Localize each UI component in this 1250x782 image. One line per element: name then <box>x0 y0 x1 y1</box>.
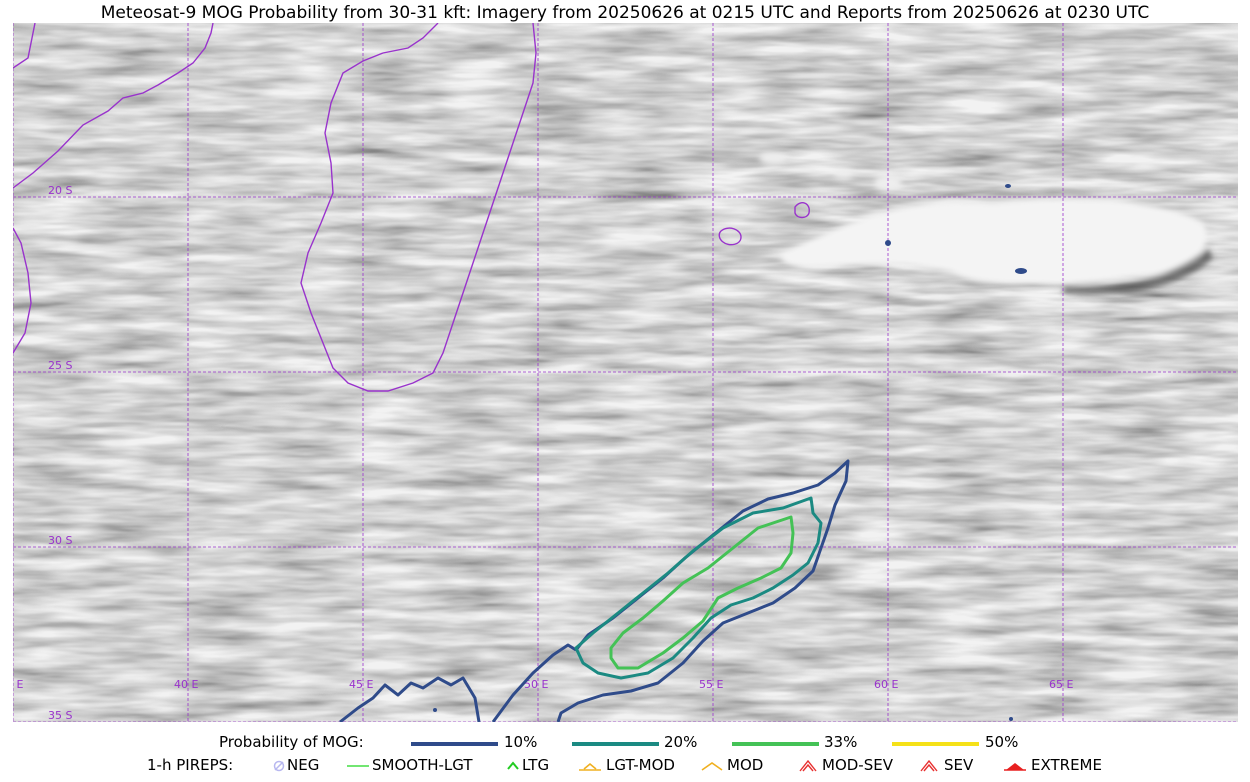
pirep-label-sev: SEV <box>944 756 974 774</box>
legend-label-33: 33% <box>824 733 858 751</box>
lon-label: 45 E <box>349 678 373 691</box>
lat-label: 20 S <box>48 184 72 197</box>
pirep-label-mod: MOD <box>727 756 764 774</box>
pirep-label-ltg: LTG <box>522 756 550 774</box>
pirep-label-neg: NEG <box>287 756 320 774</box>
lat-lon-grid: 35 E 40 E 45 E 50 E 55 E 60 E 65 E 20 S 25 S 30 S… <box>13 23 1238 722</box>
pirep-label-smooth-lgt: SMOOTH-LGT <box>372 756 473 774</box>
pirep-label-extreme: EXTREME <box>1031 756 1102 774</box>
pirep-label-lgt-mod: LGT-MOD <box>606 756 675 774</box>
lat-label: 35 S <box>48 709 72 722</box>
reunion-island <box>718 227 742 246</box>
legend-swatch-33 <box>732 742 819 746</box>
line-icon <box>347 765 369 767</box>
contour-20 <box>574 496 823 680</box>
lon-label: 40 E <box>174 678 198 691</box>
mauritius-island <box>794 202 810 219</box>
map-area[interactable]: 35 E 40 E 45 E 50 E 55 E 60 E 65 E 20 S 25 S 30 S… <box>13 23 1238 722</box>
filled-caret-icon <box>1004 763 1026 771</box>
page-title: Meteosat-9 MOG Probability from 30-31 kf… <box>100 3 1150 23</box>
contour-33 <box>609 515 795 670</box>
lon-label: 35 E <box>13 678 23 691</box>
pireps-legend-label: 1-h PIREPS: <box>147 756 234 774</box>
legend-swatch-20 <box>572 742 659 746</box>
imagery-texture <box>13 23 1238 722</box>
legend-label-20: 20% <box>664 733 698 751</box>
africa-coast-west <box>13 23 36 69</box>
legend-swatch-10 <box>411 742 498 746</box>
lat-label: 30 S <box>48 534 72 547</box>
lat-label: 25 S <box>48 359 72 372</box>
probability-legend: Probability of MOG: 10% 20% 33% 50% <box>0 732 1250 754</box>
legend-label-50: 50% <box>985 733 1019 751</box>
contour-dots <box>433 184 1027 721</box>
caret-icon <box>507 761 519 770</box>
contour-10-south <box>339 643 577 722</box>
neg-circle-icon <box>273 760 285 772</box>
double-caret-icon <box>920 759 938 772</box>
probability-contours <box>339 459 850 722</box>
probability-legend-label: Probability of MOG: <box>219 733 364 751</box>
africa-coast-north <box>13 23 214 189</box>
lon-label: 55 E <box>699 678 723 691</box>
caret-icon <box>701 762 723 771</box>
legend-label-10: 10% <box>504 733 538 751</box>
caret-bar-icon <box>579 762 601 771</box>
lon-label: 60 E <box>874 678 898 691</box>
double-caret-icon <box>799 759 817 772</box>
coastlines <box>13 23 810 392</box>
legend-swatch-50 <box>892 742 979 746</box>
africa-coast-south <box>13 227 32 354</box>
pireps-legend: 1-h PIREPS: NEG SMOOTH-LGT LTG LGT-MOD M… <box>0 755 1250 777</box>
madagascar-coast <box>300 23 537 392</box>
lon-label: 50 E <box>524 678 548 691</box>
pirep-label-mod-sev: MOD-SEV <box>822 756 893 774</box>
lon-label: 65 E <box>1049 678 1073 691</box>
satellite-map[interactable]: 35 E 40 E 45 E 50 E 55 E 60 E 65 E 20 S 25 S 30 S… <box>13 23 1238 722</box>
